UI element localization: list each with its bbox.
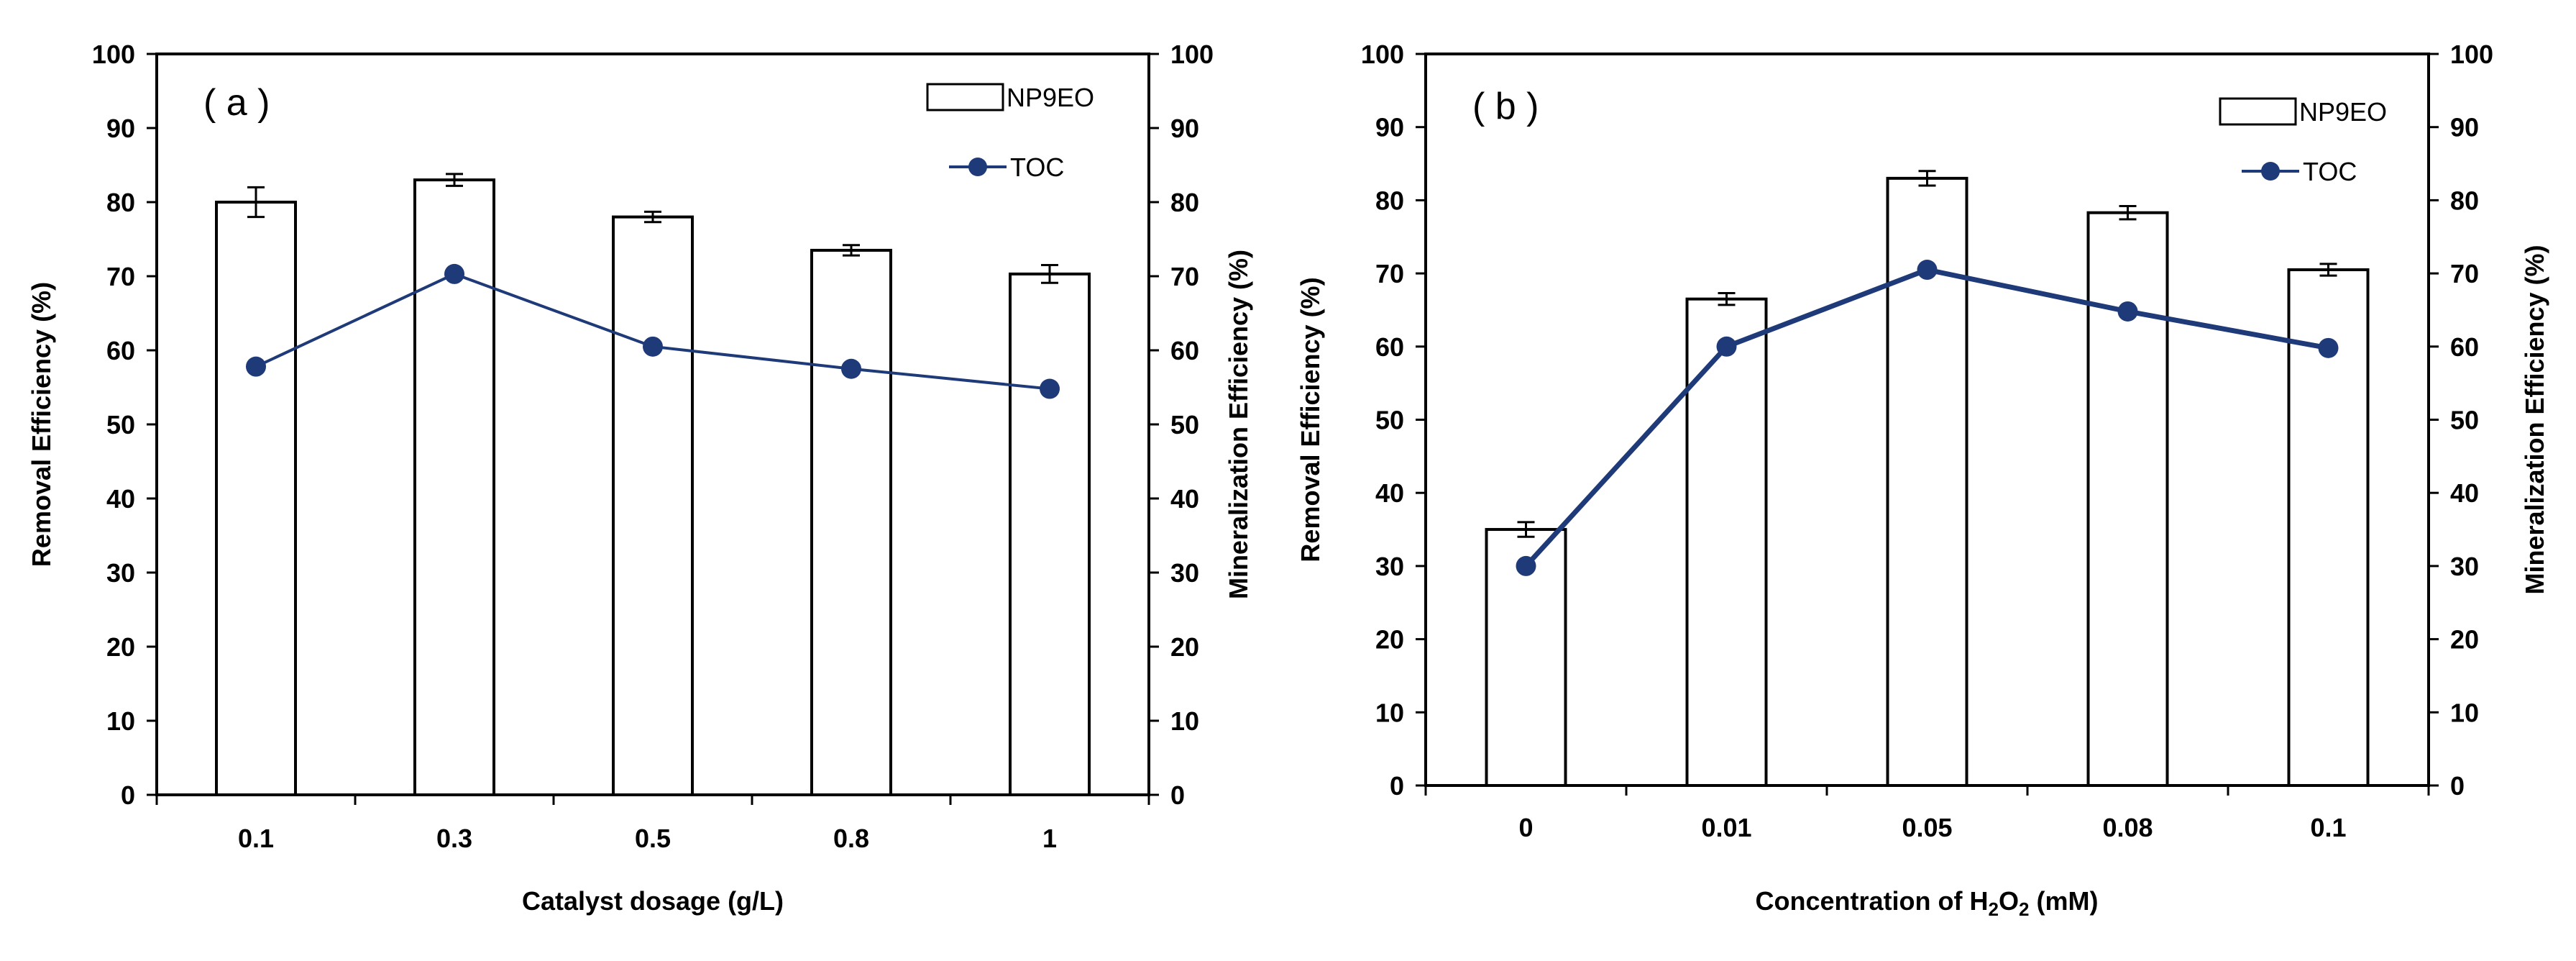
y2-axis-title: Mineralization Efficiency (%) bbox=[2520, 245, 2549, 594]
panel-label: ( b ) bbox=[1472, 86, 1539, 127]
panel-label: ( a ) bbox=[203, 82, 270, 124]
y2-tick-label: 20 bbox=[1170, 632, 1199, 662]
x-tick-label: 0.08 bbox=[2102, 813, 2153, 842]
bar-np9eo bbox=[215, 201, 297, 796]
y-tick-label: 100 bbox=[1361, 40, 1404, 69]
y2-tick-label: 70 bbox=[2450, 259, 2479, 288]
y2-tick-label: 90 bbox=[2450, 113, 2479, 142]
legend-np9eo-label: NP9EO bbox=[2299, 97, 2387, 127]
y2-tick-label: 50 bbox=[1170, 410, 1199, 439]
y-tick-label: 90 bbox=[106, 114, 135, 143]
y2-tick-label: 70 bbox=[1170, 262, 1199, 291]
toc-point bbox=[2318, 337, 2339, 358]
toc-point bbox=[444, 263, 464, 284]
y2-tick-label: 80 bbox=[1170, 188, 1199, 217]
y-tick-label: 20 bbox=[106, 632, 135, 662]
legend-marker bbox=[2261, 162, 2280, 181]
y2-tick-label: 100 bbox=[2450, 40, 2493, 69]
y-tick-label: 30 bbox=[106, 558, 135, 588]
y-tick-label: 10 bbox=[106, 706, 135, 736]
y2-tick-label: 10 bbox=[2450, 698, 2479, 727]
y-axis-title: Removal Efficiency (%) bbox=[1296, 277, 1325, 562]
y2-tick-label: 90 bbox=[1170, 114, 1199, 143]
y2-tick-label: 50 bbox=[2450, 406, 2479, 435]
toc-point bbox=[1040, 378, 1060, 399]
y-tick-label: 80 bbox=[106, 188, 135, 217]
y-tick-label: 20 bbox=[1375, 625, 1404, 655]
y-tick-label: 60 bbox=[106, 336, 135, 365]
y2-axis-title: Mineralization Efficiency (%) bbox=[1224, 250, 1253, 599]
y-tick-label: 70 bbox=[106, 262, 135, 291]
y-axis-title: Removal Efficiency (%) bbox=[27, 282, 56, 567]
x-tick-label: 0.8 bbox=[833, 824, 869, 853]
y2-tick-label: 100 bbox=[1170, 40, 1214, 69]
legend-toc-label: TOC bbox=[1010, 152, 1064, 182]
x-tick-label: 0.1 bbox=[238, 824, 274, 853]
y-tick-label: 90 bbox=[1375, 113, 1404, 142]
toc-point bbox=[841, 358, 861, 379]
y2-tick-label: 30 bbox=[2450, 552, 2479, 581]
x-tick-label: 0.5 bbox=[635, 824, 671, 853]
y-tick-label: 10 bbox=[1375, 698, 1404, 727]
legend-bar-swatch bbox=[2219, 97, 2297, 126]
bar-np9eo bbox=[1009, 272, 1091, 797]
x-tick-label: 0 bbox=[1518, 813, 1533, 842]
x-axis-title: Concentration of H2O2 (mM) bbox=[1756, 886, 2099, 920]
y2-tick-label: 30 bbox=[1170, 558, 1199, 588]
toc-point bbox=[2117, 301, 2138, 322]
y-tick-label: 80 bbox=[1375, 186, 1404, 215]
x-tick-label: 0.3 bbox=[436, 824, 472, 853]
x-tick-label: 0.05 bbox=[1902, 813, 1952, 842]
bar-np9eo bbox=[2086, 211, 2169, 787]
y2-tick-label: 20 bbox=[2450, 625, 2479, 655]
legend-marker bbox=[968, 158, 987, 176]
toc-point bbox=[643, 336, 663, 357]
bar-np9eo bbox=[810, 248, 892, 796]
y-tick-label: 50 bbox=[1375, 406, 1404, 435]
y2-tick-label: 40 bbox=[1170, 484, 1199, 514]
x-axis-title: Catalyst dosage (g/L) bbox=[522, 886, 784, 916]
chart-panel-b: 0 0 10 10 20 20 30 30 40 40 50 50 60 60 70 70 80 80 90 90 10… bbox=[1296, 40, 2549, 920]
y2-tick-label: 10 bbox=[1170, 706, 1199, 736]
toc-point bbox=[1917, 260, 1938, 281]
y2-tick-label: 0 bbox=[2450, 771, 2465, 801]
toc-point bbox=[1516, 555, 1536, 576]
y-tick-label: 60 bbox=[1375, 332, 1404, 362]
y2-tick-label: 80 bbox=[2450, 186, 2479, 215]
y2-tick-label: 60 bbox=[2450, 332, 2479, 362]
toc-point bbox=[246, 356, 266, 377]
toc-point bbox=[1716, 336, 1737, 357]
y-tick-label: 50 bbox=[106, 410, 135, 439]
y-tick-label: 40 bbox=[106, 484, 135, 514]
legend-bar-swatch bbox=[926, 83, 1004, 111]
legend-np9eo-label: NP9EO bbox=[1007, 83, 1094, 112]
y-tick-label: 70 bbox=[1375, 259, 1404, 288]
x-tick-label: 0.01 bbox=[1701, 813, 1751, 842]
y-tick-label: 0 bbox=[121, 780, 135, 810]
y-tick-label: 30 bbox=[1375, 552, 1404, 581]
x-tick-label: 0.1 bbox=[2310, 813, 2346, 842]
y-tick-label: 0 bbox=[1390, 771, 1404, 801]
y-tick-label: 40 bbox=[1375, 478, 1404, 508]
y2-tick-label: 0 bbox=[1170, 780, 1185, 810]
bar-np9eo bbox=[1685, 297, 1768, 787]
x-tick-label: 1 bbox=[1042, 824, 1057, 853]
bar-np9eo bbox=[612, 215, 694, 797]
y2-tick-label: 40 bbox=[2450, 478, 2479, 508]
legend-toc-label: TOC bbox=[2303, 157, 2357, 186]
y2-tick-label: 60 bbox=[1170, 336, 1199, 365]
y-tick-label: 100 bbox=[92, 40, 135, 69]
